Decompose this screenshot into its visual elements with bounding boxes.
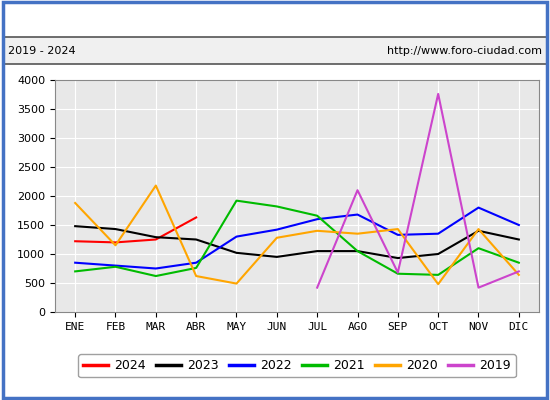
Legend: 2024, 2023, 2022, 2021, 2020, 2019: 2024, 2023, 2022, 2021, 2020, 2019 [78,354,516,377]
Text: Evolucion Nº Turistas Nacionales en el municipio de Ribatejada: Evolucion Nº Turistas Nacionales en el m… [4,10,546,26]
Text: 2019 - 2024: 2019 - 2024 [8,46,76,56]
Text: http://www.foro-ciudad.com: http://www.foro-ciudad.com [387,46,542,56]
